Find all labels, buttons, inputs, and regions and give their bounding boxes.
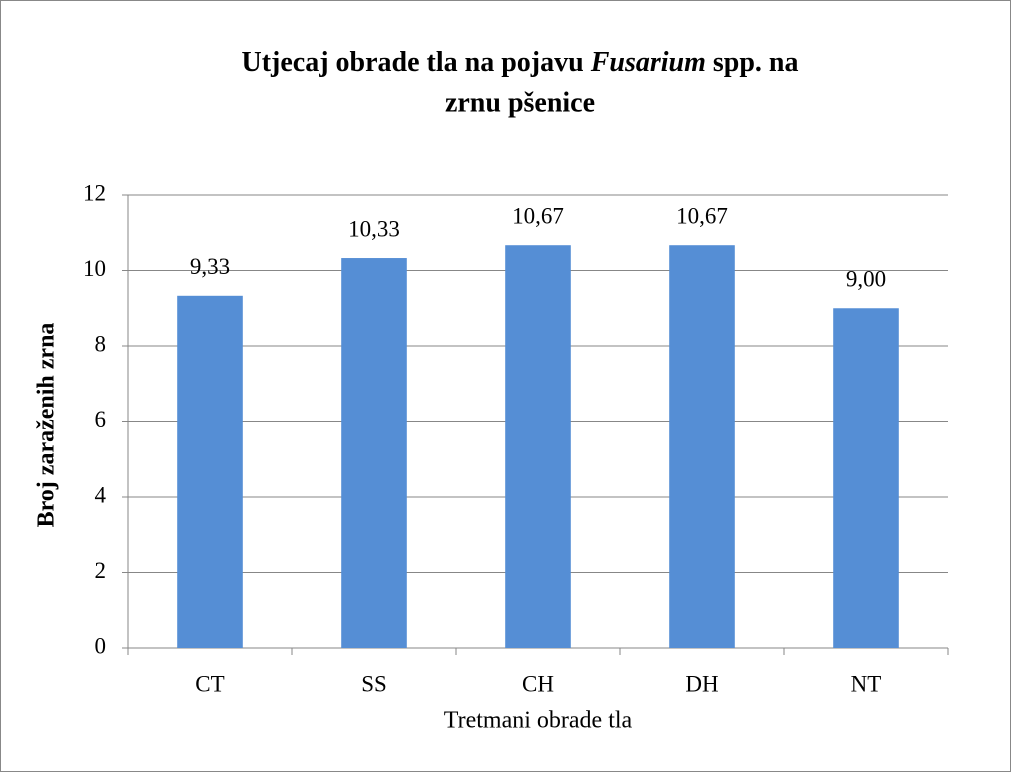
data-label: 10,67	[512, 203, 564, 228]
y-tick-label: 6	[95, 407, 107, 432]
title-part: Fusarium	[590, 47, 706, 78]
bar	[505, 245, 571, 648]
x-tick-label: DH	[685, 671, 718, 696]
data-label: 9,00	[846, 267, 886, 292]
title-part: Utjecaj obrade tla na pojavu	[242, 47, 584, 78]
data-label: 10,67	[676, 203, 728, 228]
y-axis-label: Broj zaraženih zrna	[34, 323, 60, 528]
y-tick-label: 8	[95, 331, 107, 356]
y-tick-label: 10	[83, 256, 106, 281]
chart-title: Utjecaj obrade tla na pojavu Fusarium sp…	[242, 47, 799, 78]
data-label: 10,33	[348, 216, 400, 241]
x-tick-label: CT	[195, 671, 224, 696]
bar	[177, 295, 243, 648]
x-axis-label: Tretmani obrade tla	[444, 708, 633, 734]
bar	[341, 258, 407, 648]
chart-title: zrnu pšenice	[445, 87, 595, 118]
y-tick-label: 4	[95, 482, 107, 507]
x-tick-label: CH	[522, 671, 554, 696]
x-tick-label: NT	[851, 671, 882, 696]
data-label: 9,33	[190, 254, 230, 279]
bar	[833, 308, 899, 648]
y-tick-label: 0	[95, 633, 107, 658]
y-tick-label: 2	[95, 558, 107, 583]
title-part: spp. na	[713, 47, 799, 78]
x-tick-label: SS	[361, 671, 387, 696]
bar	[669, 245, 735, 648]
y-tick-label: 12	[83, 180, 106, 205]
